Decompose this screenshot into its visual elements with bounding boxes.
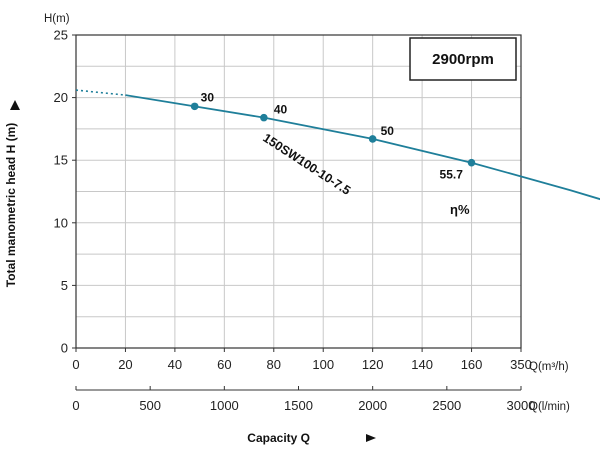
plot-frame — [75, 34, 522, 349]
x2-tick-label: 3000 — [507, 398, 536, 413]
efficiency-point — [190, 102, 199, 111]
y-axis-arrow-icon — [10, 100, 20, 110]
x-axis-label: Capacity Q — [247, 431, 310, 445]
x-tick-label: 40 — [168, 357, 182, 372]
efficiency-point-label: 55.7 — [440, 168, 464, 182]
curve-group — [75, 89, 600, 201]
x2-tick-label: 0 — [72, 398, 79, 413]
x-tick-label: 350 — [510, 357, 532, 372]
head-capacity-curve — [125, 94, 600, 201]
x-tick-label: 20 — [118, 357, 132, 372]
y-tick-label: 5 — [61, 278, 68, 293]
tick-labels: 0 5 10 15 20 25 0 20 40 60 80 100 120 140 160 350 0 500 10… — [54, 28, 536, 414]
efficiency-point — [467, 158, 476, 167]
x-tick-label: 0 — [72, 357, 79, 372]
x2-tick-label: 1500 — [284, 398, 313, 413]
x2-tick-label: 2500 — [432, 398, 461, 413]
speed-label: 2900rpm — [432, 51, 494, 68]
x-unit-label: Q(m³/h) — [529, 361, 569, 373]
x-tick-label: 60 — [217, 357, 231, 372]
x2-unit-label: Q(l/min) — [529, 401, 570, 413]
x-tick-label: 80 — [267, 357, 281, 372]
x-axis-arrow-icon — [366, 434, 376, 442]
y-tick-label: 10 — [54, 215, 68, 230]
y-unit-label: H(m) — [44, 13, 70, 25]
efficiency-point-label: 50 — [381, 124, 395, 138]
x2-tick-label: 2000 — [358, 398, 387, 413]
x2-tick-label: 1000 — [210, 398, 239, 413]
efficiency-point-label: 30 — [201, 90, 215, 104]
efficiency-point — [368, 135, 377, 143]
efficiency-point — [260, 113, 268, 122]
grid — [75, 34, 522, 349]
y-axis-label: Total manometric head H (m) — [4, 123, 18, 287]
y-tick-label: 20 — [54, 90, 68, 105]
rpm-box — [409, 37, 517, 81]
y-tick-label: 25 — [54, 28, 68, 43]
y-tick-label: 15 — [54, 153, 68, 168]
x-tick-label: 100 — [312, 357, 334, 372]
model-label: 150SW100-10-7.5 — [260, 131, 353, 198]
x-tick-label: 160 — [461, 357, 483, 372]
efficiency-label: η% — [450, 202, 470, 217]
x-tick-label: 140 — [411, 357, 433, 372]
curve-extension-start — [75, 89, 126, 96]
x-tick-label: 120 — [362, 357, 384, 372]
x2-tick-label: 500 — [139, 398, 161, 413]
efficiency-point-label: 40 — [274, 103, 288, 117]
axes — [72, 34, 522, 391]
y-tick-label: 0 — [61, 341, 68, 356]
